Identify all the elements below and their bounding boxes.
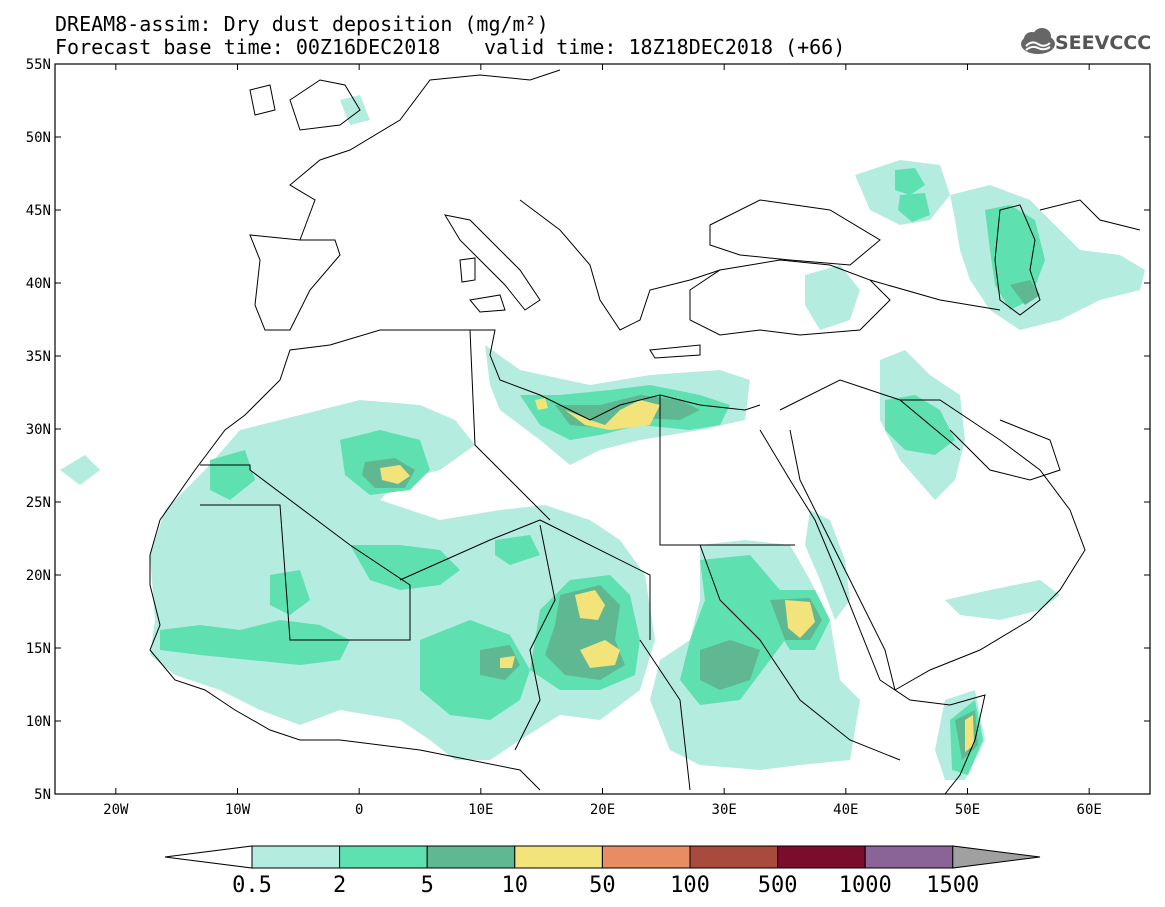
lon-label: 30E: [712, 802, 737, 818]
lon-label: 60E: [1077, 802, 1102, 818]
lon-label: 50E: [955, 802, 980, 818]
lat-label: 5N: [34, 787, 51, 803]
colorbar-swatch: [339, 845, 428, 869]
lon-label: 10E: [468, 802, 493, 818]
seevccc-logo: SEEVCCC: [1018, 26, 1153, 58]
valid-time: valid time: 18Z18DEC2018 (+66): [484, 35, 846, 59]
lon-label: 20E: [590, 802, 615, 818]
colorbar-label: 0.5: [232, 873, 272, 898]
colorbar-label: 5: [421, 873, 434, 898]
lon-label: 40E: [833, 802, 858, 818]
colorbar-label: 2: [333, 873, 346, 898]
lat-label: 20N: [26, 568, 51, 584]
level-10-contours: [380, 398, 974, 752]
lat-label: 35N: [26, 349, 51, 365]
cloud-icon: [1021, 28, 1055, 54]
lat-label: 30N: [26, 422, 51, 438]
colorbar-swatch: [426, 845, 516, 869]
lat-label: 15N: [26, 641, 51, 657]
latitude-axis: 55N 50N 45N 40N 35N 30N 25N 20N 15N 10N 5N: [26, 57, 1150, 803]
colorbar: 0.5 2 5 10 50 100 500 1000 1500: [164, 845, 1041, 898]
map-title: DREAM8-assim: Dry dust deposition (mg/m²…: [55, 12, 549, 36]
lon-label: 10W: [225, 802, 251, 818]
lat-label: 45N: [26, 203, 51, 219]
forecast-base-time: Forecast base time: 00Z16DEC2018: [55, 35, 441, 59]
colorbar-under-triangle: [164, 845, 253, 869]
coastlines-borders: [149, 69, 1141, 794]
longitude-axis: 20W 10W 0 10E 20E 30E 40E 50E 60E: [103, 64, 1102, 818]
colorbar-label: 500: [758, 873, 798, 898]
lon-label: 20W: [103, 802, 129, 818]
colorbar-swatch: [251, 845, 341, 869]
dust-deposition-field: [60, 95, 1145, 780]
colorbar-swatch: [689, 845, 779, 869]
colorbar-label: 1500: [926, 873, 979, 898]
lat-label: 10N: [26, 714, 51, 730]
colorbar-over-triangle: [952, 845, 1041, 869]
colorbar-swatch: [777, 845, 866, 869]
colorbar-label: 10: [502, 873, 529, 898]
lat-label: 55N: [26, 57, 51, 73]
lat-label: 50N: [26, 130, 51, 146]
colorbar-swatch: [601, 845, 691, 869]
lat-label: 40N: [26, 276, 51, 292]
colorbar-swatch: [514, 845, 603, 869]
lon-label: 0: [355, 802, 363, 818]
colorbar-label: 1000: [839, 873, 892, 898]
colorbar-swatch: [864, 845, 954, 869]
lat-label: 25N: [26, 495, 51, 511]
logo-text: SEEVCCC: [1055, 32, 1152, 54]
colorbar-label: 100: [670, 873, 710, 898]
colorbar-label: 50: [589, 873, 616, 898]
